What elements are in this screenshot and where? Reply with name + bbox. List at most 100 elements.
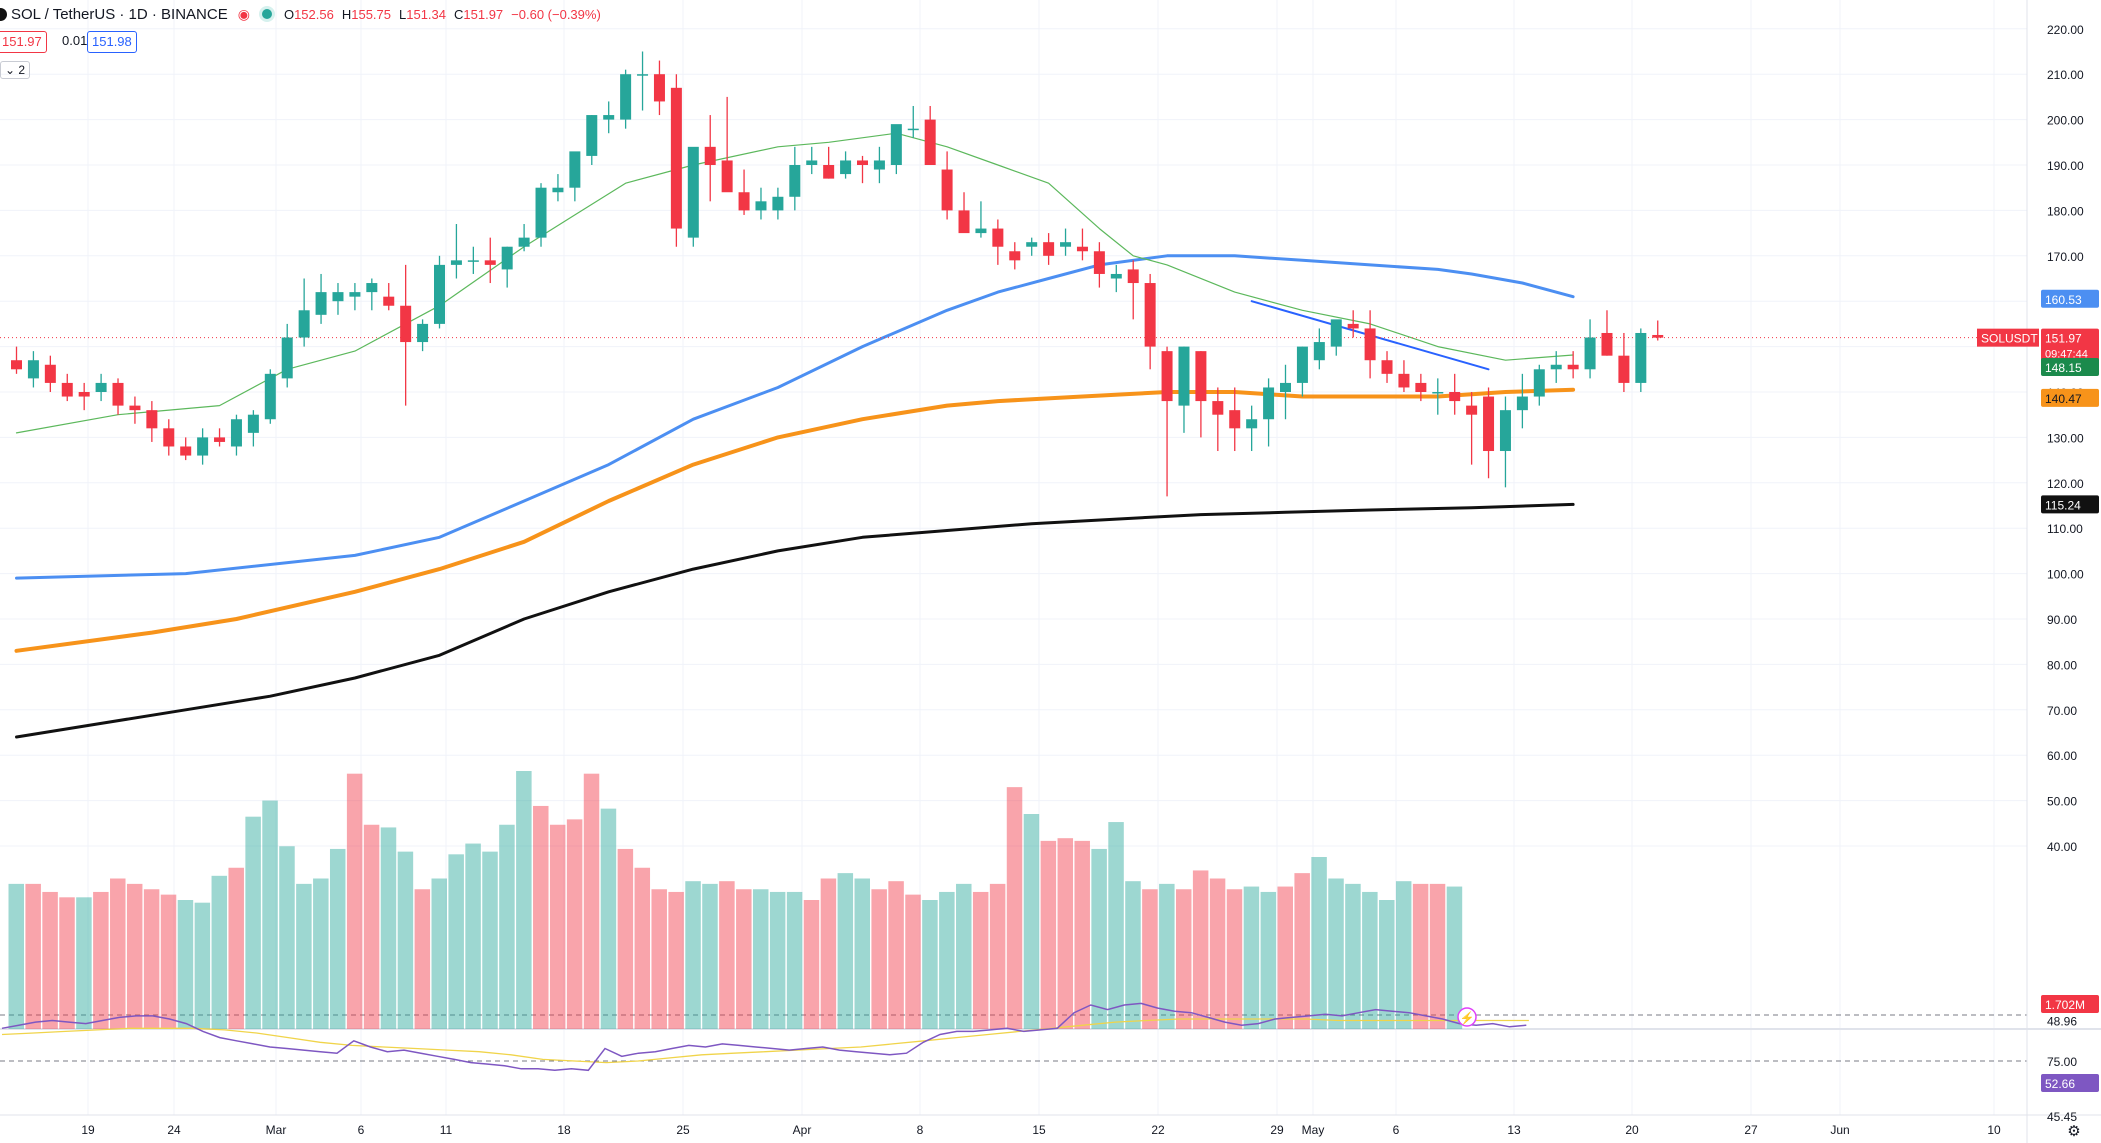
time-tick-label: 6 [1393, 1123, 1400, 1137]
last-price-tag-bg [2041, 328, 2099, 363]
candle-body [772, 196, 784, 211]
candle-body [1398, 373, 1410, 388]
candle-body [1635, 332, 1647, 383]
candle-body [1161, 351, 1173, 402]
candle-body [907, 128, 919, 131]
candle-body [941, 169, 953, 211]
candle-body [1178, 346, 1190, 406]
ma-orange-line [14, 387, 1576, 653]
volume-bar [228, 867, 244, 1029]
candle-body [1381, 360, 1393, 374]
volume-bar [59, 897, 75, 1029]
candle-body [1347, 323, 1359, 329]
candle-body [586, 115, 598, 156]
candle-body [197, 437, 209, 456]
candle-body [44, 364, 56, 383]
candle-body [315, 292, 327, 315]
candle-body [738, 192, 750, 211]
settings-gear-icon[interactable]: ⚙ [2067, 1123, 2080, 1140]
candle-body [857, 160, 868, 165]
candle-body [840, 160, 852, 175]
volume-bar [1243, 886, 1260, 1029]
candle-body [1144, 283, 1156, 347]
candle-body [1516, 396, 1528, 411]
volume-bar [1175, 889, 1192, 1029]
ma-black-tag-bg [2041, 495, 2099, 514]
price-tick-label: 120.00 [2047, 477, 2084, 491]
volume-bar [685, 881, 701, 1029]
candle-body [61, 382, 73, 397]
hide-eye-icon[interactable]: ◉ [237, 5, 250, 22]
candle-body [518, 237, 530, 247]
price-tick-label: 40.00 [2047, 840, 2077, 854]
candle-body [992, 228, 1004, 247]
candle-body [789, 165, 801, 197]
candle-body [1652, 334, 1664, 338]
volume-bar [499, 824, 515, 1029]
rsi-lower-label: 45.45 [2047, 1110, 2077, 1124]
candle-body [27, 360, 39, 379]
candle-body [1043, 242, 1055, 256]
time-tick-label: 27 [1744, 1123, 1758, 1137]
sell-price-button[interactable]: 151.97 [0, 31, 47, 53]
price-tick-label: 190.00 [2047, 159, 2084, 173]
indicators-collapse-button[interactable]: ⌄ 2 [0, 61, 31, 79]
volume-bar [1328, 878, 1344, 1029]
volume-bar [533, 805, 549, 1029]
candle-body [1466, 405, 1478, 415]
candle-body [366, 283, 378, 293]
volume-bar [668, 891, 684, 1029]
ohlc-open: O152.56 [283, 6, 334, 22]
candle-body [1499, 410, 1511, 452]
lightning-icon-glyph: ⚡ [1460, 1011, 1475, 1025]
candle-body [653, 74, 665, 102]
price-tick-label: 170.00 [2047, 250, 2084, 264]
candle-body [569, 151, 581, 188]
volume-bar [651, 889, 667, 1029]
volume-bar [1142, 889, 1158, 1029]
price-tick-label: 110.00 [2047, 522, 2083, 536]
volume-bar [888, 881, 904, 1029]
price-tick-label: 130.00 [2047, 431, 2084, 445]
candle-body [298, 310, 310, 338]
volume-bar [1429, 883, 1446, 1029]
candle-body [637, 74, 649, 76]
symbol-title[interactable]: SOL / TetherUS · 1D · BINANCE [11, 5, 228, 23]
time-tick-label: 20 [1625, 1123, 1639, 1137]
candle-body [95, 382, 107, 392]
time-tick-label: 11 [440, 1123, 453, 1137]
time-tick-label: 18 [557, 1123, 571, 1137]
volume-bar [126, 883, 143, 1029]
candle-body [332, 292, 344, 302]
volume-tag: 1.702M [2045, 998, 2085, 1012]
volume-bar [1108, 822, 1124, 1029]
candle-body [1364, 328, 1376, 361]
time-tick-label: Jun [1830, 1123, 1849, 1137]
volume-bar [363, 824, 380, 1029]
ma-black-line [15, 502, 1575, 739]
countdown-tag: 09:47:44 [2045, 349, 2088, 361]
candle-body [958, 210, 970, 234]
time-tick-label: Mar [266, 1123, 287, 1137]
candle-body [1076, 246, 1088, 252]
rsi-value-tag: 52.66 [2045, 1077, 2075, 1091]
ma-blue-tag-bg [2041, 289, 2099, 308]
volume-bar [1006, 787, 1023, 1029]
candle-body [78, 392, 90, 397]
indicators-count: 2 [18, 63, 26, 77]
volume-tag-bg [2041, 995, 2099, 1013]
candle-body [1415, 382, 1427, 392]
candle-body [670, 87, 682, 229]
volume-bar [1277, 886, 1293, 1029]
buy-price-button[interactable]: 151.98 [87, 31, 137, 53]
candle-body [247, 414, 259, 433]
volume-bar [8, 883, 24, 1029]
volume-bar [93, 891, 109, 1029]
rsi-line [1, 1002, 1527, 1072]
volume-bar [211, 875, 228, 1029]
volume-bar [1192, 870, 1209, 1029]
candle-body [11, 360, 22, 370]
candle-body [484, 260, 496, 265]
volume-bar [262, 800, 278, 1029]
